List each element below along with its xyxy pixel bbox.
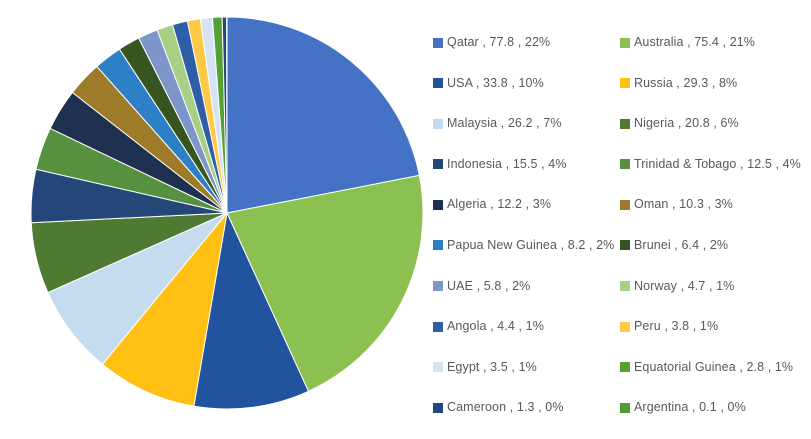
legend-label: Norway , 4.7 , 1% <box>634 278 735 293</box>
legend-swatch-icon <box>433 159 443 170</box>
legend-label: Papua New Guinea , 8.2 , 2% <box>447 237 615 252</box>
legend-label: Nigeria , 20.8 , 6% <box>634 116 739 131</box>
legend-swatch-icon <box>433 78 443 89</box>
legend-swatch-icon <box>433 37 443 48</box>
pie-slice-russia[interactable] <box>101 212 228 407</box>
legend-label: Egypt , 3.5 , 1% <box>447 359 537 374</box>
legend-item-cameroon[interactable]: Cameroon , 1.3 , 0% <box>433 401 620 414</box>
legend-item-argentina[interactable]: Argentina , 0.1 , 0% <box>620 401 801 414</box>
legend-item-russia[interactable]: Russia , 29.3 , 8% <box>620 75 801 90</box>
legend-swatch-icon <box>433 199 443 210</box>
pie-slice-australia[interactable] <box>226 174 424 392</box>
legend-item-oman[interactable]: Oman , 10.3 , 3% <box>620 198 801 211</box>
legend-label: Algeria , 12.2 , 3% <box>447 197 552 212</box>
legend-label: Indonesia , 15.5 , 4% <box>447 156 567 171</box>
legend-item-usa[interactable]: USA , 33.8 , 10% <box>433 75 620 90</box>
legend-item-malaysia[interactable]: Malaysia , 26.2 , 7% <box>433 117 620 130</box>
legend-swatch-icon <box>620 118 630 129</box>
legend-swatch-icon <box>620 78 630 89</box>
legend-label: Russia , 29.3 , 8% <box>634 75 738 90</box>
legend-label: Brunei , 6.4 , 2% <box>634 237 729 252</box>
legend-item-uae[interactable]: UAE , 5.8 , 2% <box>433 278 620 293</box>
legend-item-papua-new-guinea[interactable]: Papua New Guinea , 8.2 , 2% <box>433 237 620 252</box>
legend-label: Angola , 4.4 , 1% <box>447 319 544 334</box>
legend-swatch-icon <box>433 281 443 292</box>
legend-swatch-icon <box>620 159 630 170</box>
legend-item-norway[interactable]: Norway , 4.7 , 1% <box>620 278 801 293</box>
legend-item-equatorial-guinea[interactable]: Equatorial Guinea , 2.8 , 1% <box>620 359 801 374</box>
legend-label: Qatar , 77.8 , 22% <box>447 35 551 49</box>
legend-label: Malaysia , 26.2 , 7% <box>447 116 562 131</box>
pie-chart <box>30 16 424 410</box>
legend-swatch-icon <box>433 118 443 129</box>
legend-item-peru[interactable]: Peru , 3.8 , 1% <box>620 320 801 333</box>
pie-slice-qatar[interactable] <box>226 16 420 214</box>
legend-item-trinidad-tobago[interactable]: Trinidad & Tobago , 12.5 , 4% <box>620 156 801 171</box>
legend-label: UAE , 5.8 , 2% <box>447 278 531 293</box>
pie-plot-area <box>30 16 424 410</box>
legend-swatch-icon <box>620 199 630 210</box>
chart-legend: Qatar , 77.8 , 22% Australia , 75.4 , 21%… <box>433 36 801 439</box>
legend-swatch-icon <box>620 362 630 373</box>
legend-item-indonesia[interactable]: Indonesia , 15.5 , 4% <box>433 156 620 171</box>
legend-label: Australia , 75.4 , 21% <box>634 35 756 49</box>
legend-item-egypt[interactable]: Egypt , 3.5 , 1% <box>433 359 620 374</box>
legend-label: Argentina , 0.1 , 0% <box>634 400 746 415</box>
legend-swatch-icon <box>433 362 443 373</box>
legend-item-nigeria[interactable]: Nigeria , 20.8 , 6% <box>620 117 801 130</box>
legend-item-angola[interactable]: Angola , 4.4 , 1% <box>433 320 620 333</box>
pie-slice-usa[interactable] <box>193 212 309 410</box>
legend-swatch-icon <box>433 402 443 413</box>
legend-label: USA , 33.8 , 10% <box>447 75 544 90</box>
legend-item-qatar[interactable]: Qatar , 77.8 , 22% <box>433 36 620 49</box>
legend-swatch-icon <box>433 240 443 251</box>
legend-label: Oman , 10.3 , 3% <box>634 197 733 212</box>
legend-swatch-icon <box>620 37 630 48</box>
legend-label: Peru , 3.8 , 1% <box>634 319 719 334</box>
legend-swatch-icon <box>620 281 630 292</box>
legend-swatch-icon <box>620 240 630 251</box>
legend-swatch-icon <box>620 321 630 332</box>
legend-item-australia[interactable]: Australia , 75.4 , 21% <box>620 36 801 49</box>
legend-item-algeria[interactable]: Algeria , 12.2 , 3% <box>433 198 620 211</box>
legend-swatch-icon <box>620 402 630 413</box>
legend-label: Cameroon , 1.3 , 0% <box>447 400 564 415</box>
legend-swatch-icon <box>433 321 443 332</box>
legend-item-brunei[interactable]: Brunei , 6.4 , 2% <box>620 237 801 252</box>
legend-label: Trinidad & Tobago , 12.5 , 4% <box>634 156 801 171</box>
legend-label: Equatorial Guinea , 2.8 , 1% <box>634 359 794 374</box>
